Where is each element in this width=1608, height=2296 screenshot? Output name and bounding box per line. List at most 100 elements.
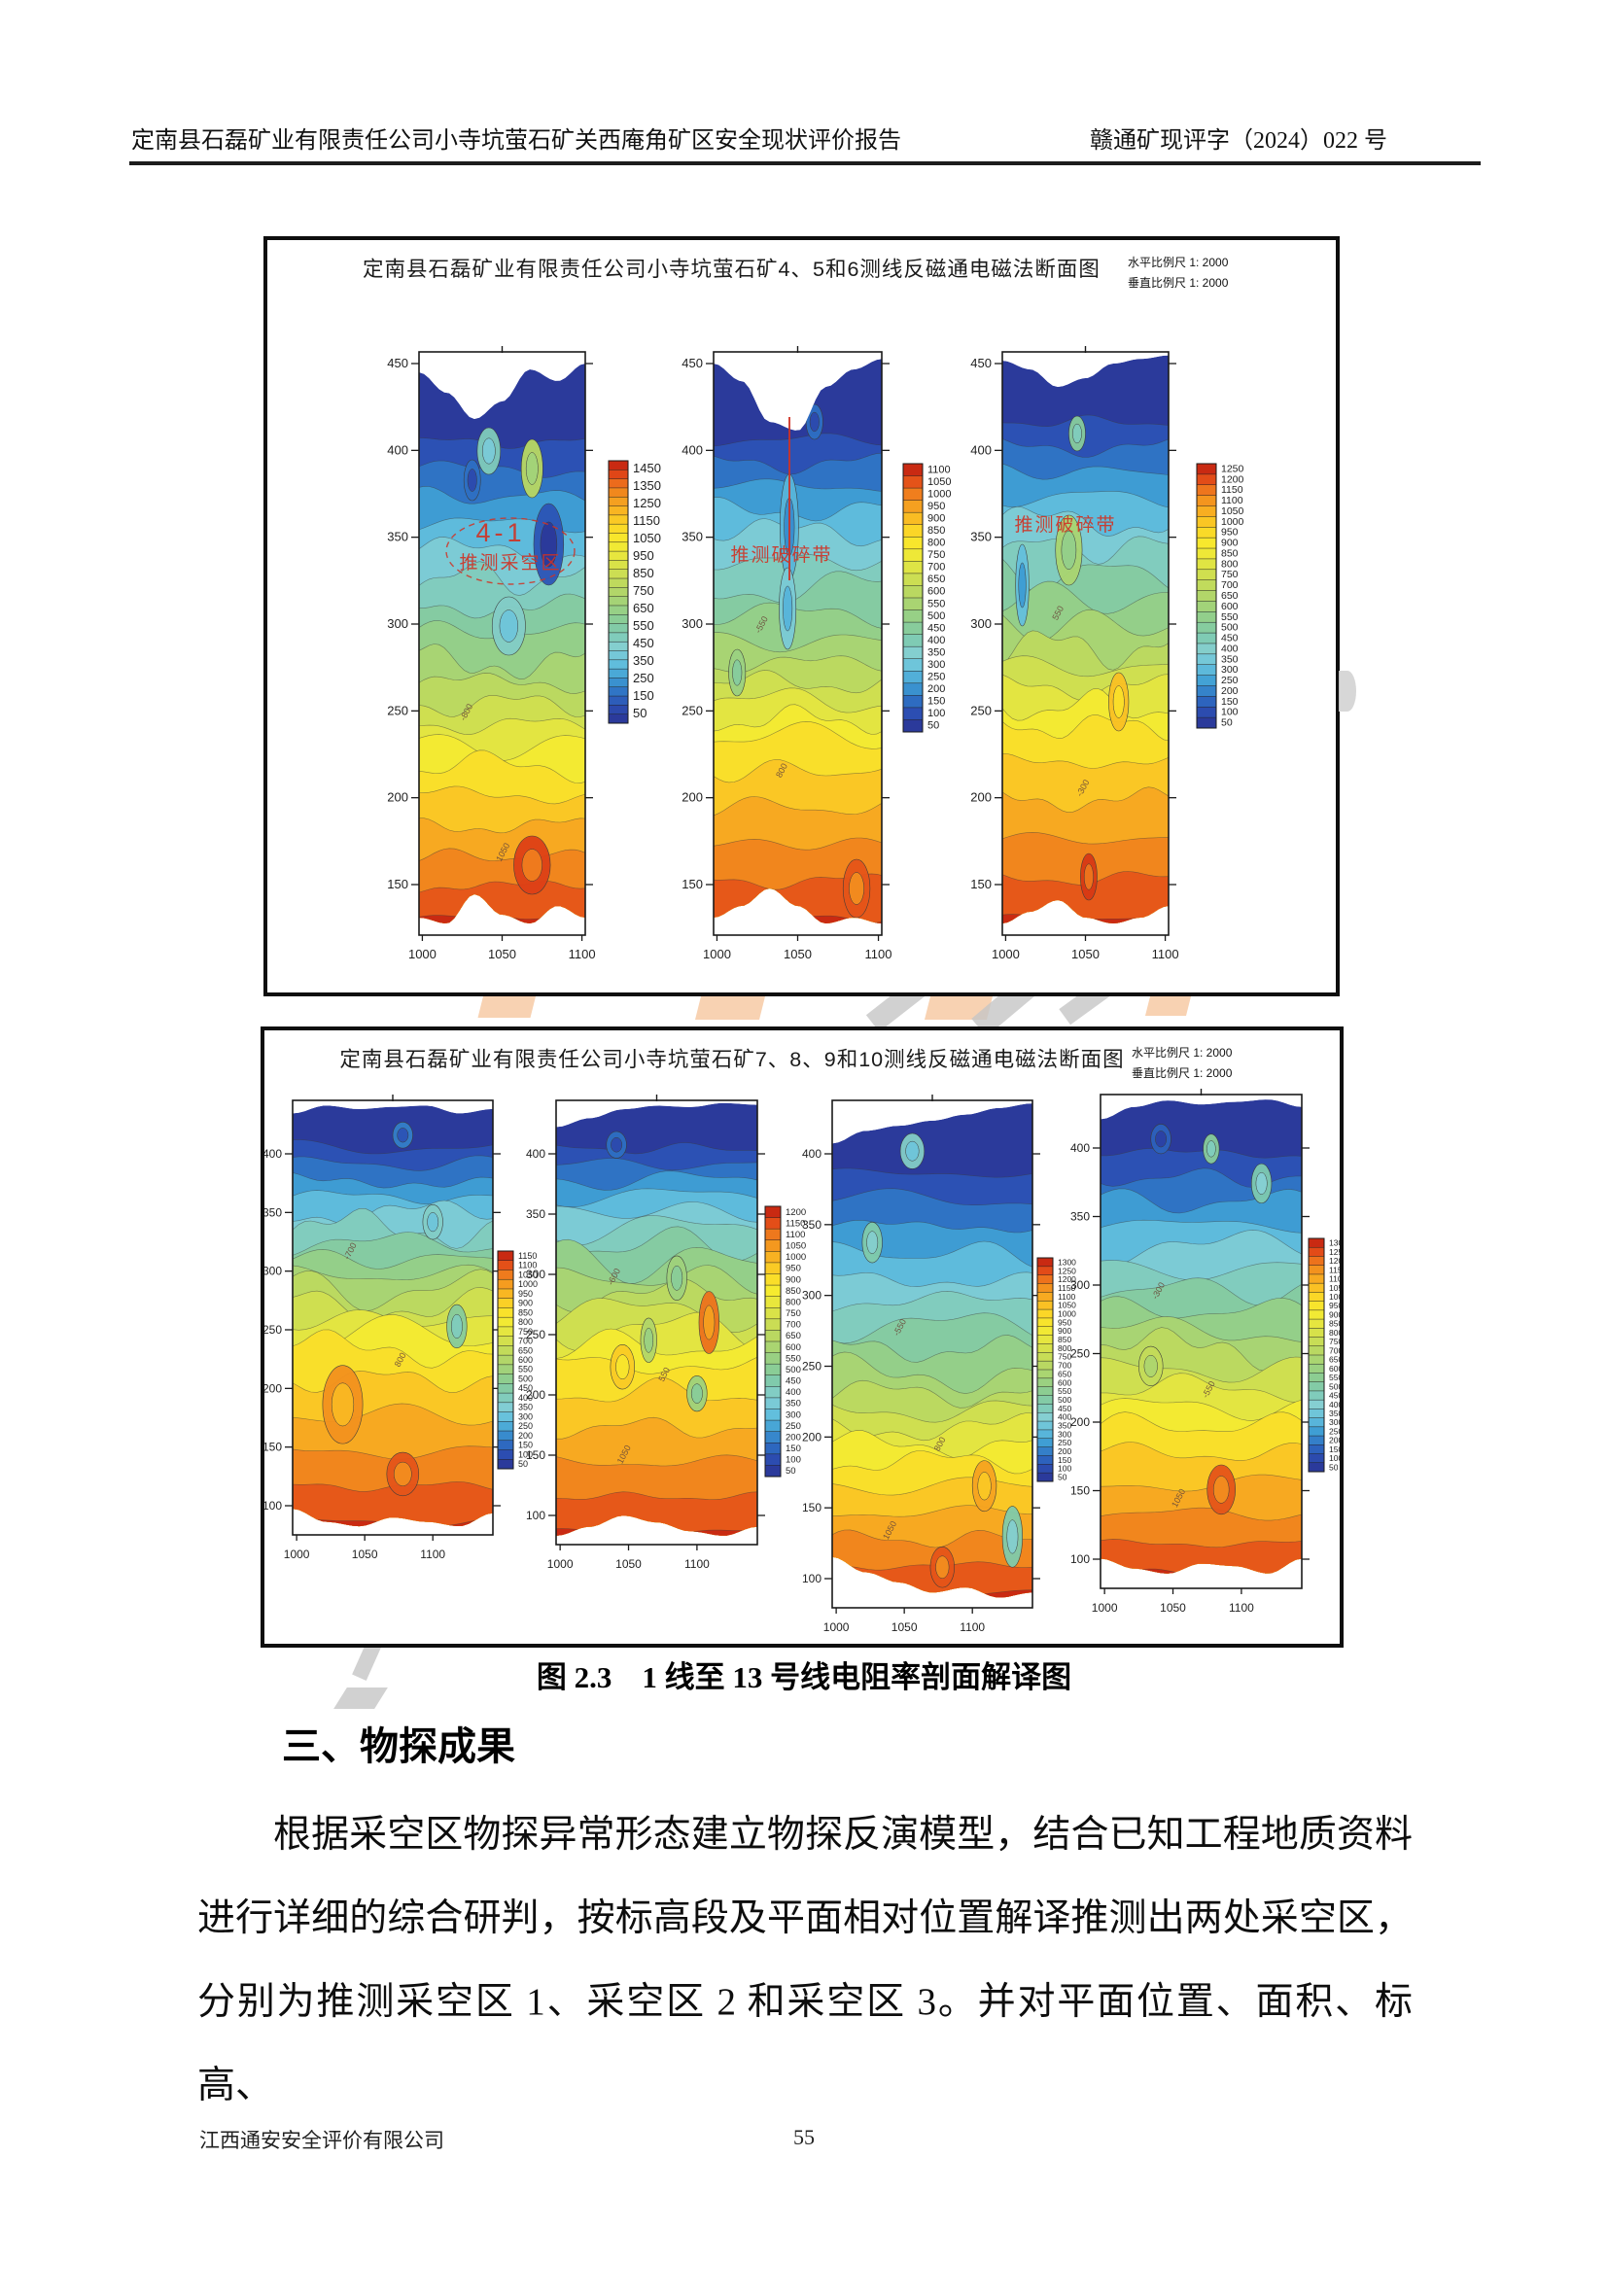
svg-text:50: 50 bbox=[786, 1466, 796, 1477]
svg-text:1100: 1100 bbox=[960, 1620, 985, 1634]
svg-text:700: 700 bbox=[786, 1320, 801, 1331]
svg-text:50: 50 bbox=[1221, 717, 1233, 729]
svg-text:350: 350 bbox=[1329, 1409, 1340, 1418]
svg-text:150: 150 bbox=[1058, 1455, 1071, 1465]
svg-text:800: 800 bbox=[1329, 1328, 1340, 1338]
page-number: 55 bbox=[793, 2125, 815, 2149]
svg-text:750: 750 bbox=[1329, 1337, 1340, 1346]
svg-text:250: 250 bbox=[526, 1328, 545, 1341]
svg-text:1050: 1050 bbox=[633, 531, 661, 545]
svg-text:1250: 1250 bbox=[1221, 463, 1244, 474]
svg-text:100: 100 bbox=[1221, 707, 1239, 718]
svg-text:150: 150 bbox=[526, 1448, 545, 1462]
svg-text:100: 100 bbox=[1329, 1453, 1340, 1463]
svg-text:150: 150 bbox=[786, 1444, 801, 1454]
svg-text:1000: 1000 bbox=[1058, 1309, 1076, 1319]
svg-text:300: 300 bbox=[1221, 664, 1239, 676]
figure-1-title: 定南县石磊矿业有限责任公司小寺坑萤石矿4、5和6测线反磁通电磁法断面图 bbox=[363, 258, 1101, 281]
svg-text:550: 550 bbox=[633, 618, 654, 633]
svg-text:500: 500 bbox=[1329, 1381, 1340, 1391]
watermark-shape bbox=[1339, 671, 1356, 712]
svg-text:750: 750 bbox=[927, 549, 945, 561]
svg-text:4-1: 4-1 bbox=[475, 518, 525, 547]
svg-text:250: 250 bbox=[682, 703, 703, 717]
svg-text:550: 550 bbox=[927, 598, 945, 609]
svg-text:200: 200 bbox=[387, 790, 408, 805]
svg-text:400: 400 bbox=[1329, 1400, 1340, 1409]
svg-text:1150: 1150 bbox=[1221, 484, 1243, 496]
svg-text:800: 800 bbox=[1058, 1343, 1071, 1353]
svg-text:1000: 1000 bbox=[703, 947, 731, 961]
svg-text:400: 400 bbox=[1221, 643, 1239, 654]
svg-text:150: 150 bbox=[518, 1441, 533, 1450]
svg-text:350: 350 bbox=[786, 1399, 801, 1409]
svg-text:900: 900 bbox=[786, 1274, 801, 1285]
svg-text:1100: 1100 bbox=[1058, 1292, 1076, 1302]
svg-text:400: 400 bbox=[802, 1147, 821, 1161]
svg-text:750: 750 bbox=[1058, 1352, 1071, 1362]
svg-text:250: 250 bbox=[927, 672, 945, 683]
svg-text:700: 700 bbox=[518, 1337, 533, 1346]
svg-text:300: 300 bbox=[927, 659, 945, 671]
svg-text:150: 150 bbox=[387, 877, 408, 891]
svg-text:1050: 1050 bbox=[1071, 947, 1100, 961]
footer-company: 江西通安安全评价有限公司 bbox=[199, 2129, 444, 2152]
svg-text:650: 650 bbox=[786, 1331, 801, 1341]
svg-text:450: 450 bbox=[1058, 1404, 1071, 1413]
svg-text:700: 700 bbox=[1058, 1361, 1071, 1371]
svg-text:900: 900 bbox=[1058, 1326, 1071, 1336]
svg-text:600: 600 bbox=[786, 1342, 801, 1353]
svg-text:950: 950 bbox=[633, 548, 654, 563]
svg-text:1200: 1200 bbox=[1058, 1274, 1076, 1284]
svg-text:750: 750 bbox=[1221, 569, 1239, 580]
svg-text:850: 850 bbox=[1221, 547, 1239, 559]
svg-text:200: 200 bbox=[927, 683, 945, 695]
svg-text:450: 450 bbox=[786, 1376, 801, 1387]
figure-1-header: 定南县石磊矿业有限责任公司小寺坑萤石矿4、5和6测线反磁通电磁法断面图 水平比例… bbox=[267, 240, 1336, 294]
svg-text:1000: 1000 bbox=[284, 1548, 310, 1561]
svg-text:400: 400 bbox=[264, 1147, 282, 1161]
svg-text:700: 700 bbox=[1221, 579, 1239, 591]
svg-text:1200: 1200 bbox=[1221, 473, 1244, 485]
svg-text:500: 500 bbox=[518, 1374, 533, 1383]
svg-text:850: 850 bbox=[1058, 1335, 1071, 1344]
svg-text:推测采空区: 推测采空区 bbox=[459, 552, 561, 574]
svg-text:1100: 1100 bbox=[927, 464, 951, 475]
svg-text:1200: 1200 bbox=[1329, 1256, 1340, 1266]
svg-text:950: 950 bbox=[786, 1264, 801, 1274]
svg-text:1050: 1050 bbox=[927, 476, 951, 488]
svg-text:900: 900 bbox=[1329, 1309, 1340, 1319]
svg-text:700: 700 bbox=[1329, 1345, 1340, 1355]
svg-text:450: 450 bbox=[387, 356, 408, 370]
svg-text:650: 650 bbox=[1058, 1369, 1071, 1378]
svg-text:300: 300 bbox=[387, 616, 408, 631]
svg-text:150: 150 bbox=[264, 1441, 282, 1454]
svg-text:1000: 1000 bbox=[518, 1279, 538, 1289]
svg-text:1000: 1000 bbox=[408, 947, 437, 961]
svg-text:350: 350 bbox=[970, 530, 992, 544]
svg-text:850: 850 bbox=[518, 1307, 533, 1317]
svg-text:1050: 1050 bbox=[784, 947, 812, 961]
page-header: 定南县石磊矿业有限责任公司小寺坑萤石矿关西庵角矿区安全现状评价报告 赣通矿现评字… bbox=[131, 121, 1387, 155]
svg-text:1000: 1000 bbox=[547, 1557, 574, 1571]
svg-text:350: 350 bbox=[927, 646, 945, 658]
svg-text:550: 550 bbox=[1329, 1373, 1340, 1382]
svg-text:450: 450 bbox=[1329, 1391, 1340, 1401]
svg-text:250: 250 bbox=[387, 703, 408, 717]
svg-text:400: 400 bbox=[682, 442, 703, 457]
svg-text:1450: 1450 bbox=[633, 461, 661, 475]
scale-horizontal: 水平比例尺 1: 2000 bbox=[1132, 1046, 1233, 1060]
svg-text:50: 50 bbox=[927, 720, 939, 732]
svg-text:850: 850 bbox=[1329, 1319, 1340, 1329]
svg-text:150: 150 bbox=[802, 1501, 821, 1514]
svg-text:250: 250 bbox=[802, 1360, 821, 1374]
svg-text:1050: 1050 bbox=[518, 1270, 538, 1279]
header-rule bbox=[129, 161, 1481, 165]
svg-text:350: 350 bbox=[264, 1205, 282, 1219]
svg-text:750: 750 bbox=[518, 1327, 533, 1337]
svg-text:400: 400 bbox=[387, 442, 408, 457]
svg-text:850: 850 bbox=[927, 525, 945, 537]
svg-text:1150: 1150 bbox=[1329, 1265, 1340, 1274]
